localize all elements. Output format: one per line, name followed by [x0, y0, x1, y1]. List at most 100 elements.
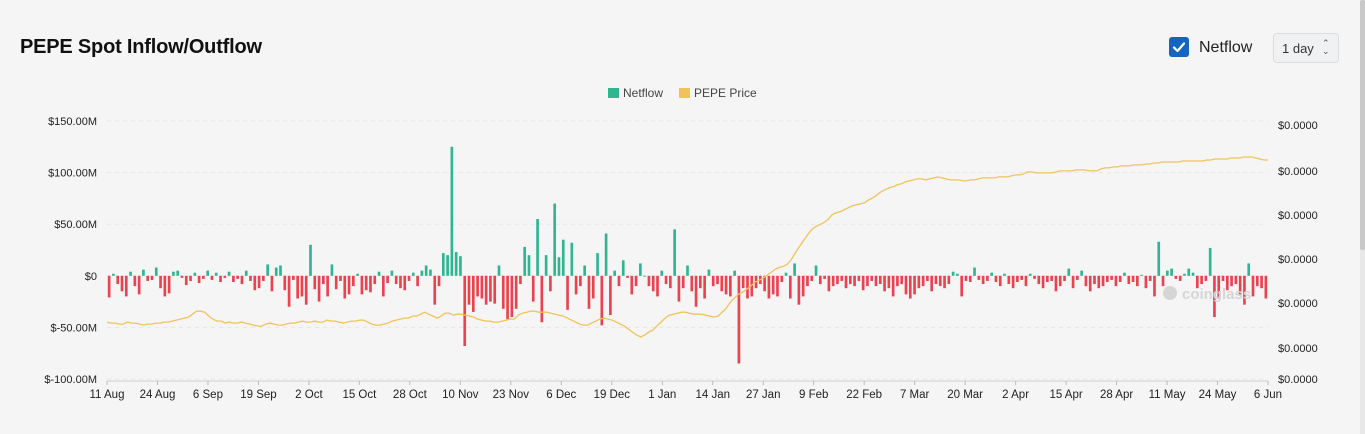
- netflow-bar: [352, 275, 355, 287]
- netflow-bar: [489, 275, 492, 302]
- netflow-bar: [219, 275, 222, 282]
- netflow-bar: [257, 275, 261, 289]
- netflow-bar: [596, 253, 599, 276]
- netflow-bar: [561, 239, 565, 276]
- y-left-tick-label: $100.00M: [48, 168, 97, 180]
- x-tick-label: 28 Apr: [1100, 389, 1133, 401]
- netflow-bar: [227, 271, 231, 276]
- y-left-tick-label: $0: [85, 271, 97, 283]
- netflow-bar: [493, 275, 497, 304]
- netflow-bar: [848, 275, 852, 285]
- netflow-bar: [591, 275, 595, 299]
- x-tick-label: 6 Dec: [546, 389, 576, 401]
- x-tick-label: 15 Oct: [342, 389, 377, 401]
- netflow-bar: [1161, 275, 1165, 287]
- netflow-bar: [1093, 275, 1096, 285]
- netflow-checkbox[interactable]: [1169, 37, 1189, 57]
- netflow-bar: [776, 275, 779, 297]
- netflow-bar: [129, 271, 132, 276]
- x-tick-label: 19 Sep: [240, 389, 276, 401]
- netflow-bar: [1088, 275, 1092, 292]
- netflow-bar: [836, 275, 839, 285]
- netflow-bar: [236, 275, 239, 279]
- y-left-tick-label: $-100.00M: [44, 374, 97, 386]
- netflow-bar: [309, 244, 312, 276]
- netflow-bar: [609, 275, 612, 316]
- x-tick-label: 15 Apr: [1049, 389, 1082, 401]
- netflow-bar: [913, 275, 916, 295]
- netflow-bar: [394, 275, 398, 285]
- netflow-bar: [814, 265, 818, 276]
- netflow-bar: [947, 275, 951, 285]
- netflow-bar: [1225, 275, 1229, 291]
- netflow-bar: [437, 275, 441, 287]
- netflow-bar: [921, 275, 925, 287]
- netflow-bar: [990, 272, 994, 276]
- netflow-bar: [681, 275, 685, 289]
- x-tick-label: 27 Jan: [746, 389, 781, 401]
- netflow-bar: [1153, 275, 1156, 297]
- netflow-bar: [626, 275, 629, 278]
- netflow-bar: [167, 275, 171, 294]
- netflow-bar: [369, 275, 372, 293]
- netflow-bar: [711, 275, 715, 287]
- netflow-bar: [531, 275, 535, 302]
- netflow-bar: [570, 242, 574, 276]
- netflow-bar: [210, 275, 214, 280]
- netflow-bar: [142, 269, 145, 276]
- chart-grid: [107, 120, 1268, 380]
- netflow-bar: [664, 275, 668, 285]
- netflow-bar: [296, 275, 299, 299]
- netflow-bar: [116, 275, 120, 285]
- netflow-bar: [968, 275, 972, 282]
- netflow-bar: [1007, 275, 1011, 285]
- netflow-bar: [874, 275, 878, 287]
- netflow-bar: [840, 275, 844, 281]
- netflow-bar: [1170, 268, 1173, 276]
- netflow-bar: [262, 275, 265, 281]
- netflow-bar: [938, 275, 942, 287]
- netflow-bar: [343, 275, 347, 299]
- netflow-bar: [729, 275, 732, 297]
- netflow-bar: [951, 271, 955, 276]
- x-tick-label: 9 Feb: [799, 389, 828, 401]
- netflow-bar: [416, 275, 419, 287]
- netflow-bar: [1136, 275, 1139, 287]
- netflow-bar: [176, 270, 180, 276]
- netflow-bar: [801, 275, 805, 297]
- netflow-bar: [818, 275, 822, 285]
- netflow-bar: [334, 275, 338, 290]
- netflow-bar: [1213, 275, 1216, 318]
- interval-select[interactable]: 1 day ⌃ ⌄: [1273, 33, 1339, 63]
- netflow-checkbox-label[interactable]: Netflow: [1199, 39, 1253, 56]
- netflow-bar: [112, 273, 115, 276]
- netflow-bar: [450, 146, 454, 276]
- netflow-bar: [107, 275, 111, 298]
- netflow-bar: [1084, 275, 1088, 287]
- netflow-bar: [1217, 275, 1221, 299]
- netflow-bar: [651, 275, 655, 292]
- netflow-bar: [1174, 275, 1178, 279]
- netflow-bar: [1264, 275, 1268, 299]
- netflow-bar: [223, 275, 227, 278]
- netflow-bar: [977, 275, 981, 280]
- netflow-bar: [1191, 272, 1195, 276]
- scrollbar-thumb[interactable]: [1360, 0, 1365, 250]
- netflow-bar: [1144, 275, 1148, 289]
- netflow-bar: [172, 271, 175, 276]
- y-right-tick-label: $0.0000: [1278, 120, 1318, 132]
- netflow-bar: [150, 275, 154, 280]
- netflow-bar: [1024, 275, 1028, 287]
- netflow-bar: [686, 265, 689, 276]
- x-tick-label: 10 Nov: [442, 389, 479, 401]
- netflow-bar: [1050, 275, 1053, 281]
- x-tick-label: 2 Oct: [295, 389, 323, 401]
- netflow-bar: [600, 275, 604, 326]
- netflow-bar: [806, 275, 809, 287]
- coinglass-watermark: coinglass: [1163, 286, 1251, 303]
- netflow-bar: [270, 275, 274, 292]
- y-right-tick-label: $0.0000: [1278, 343, 1318, 355]
- netflow-bar: [1101, 275, 1105, 287]
- netflow-bar: [981, 275, 985, 285]
